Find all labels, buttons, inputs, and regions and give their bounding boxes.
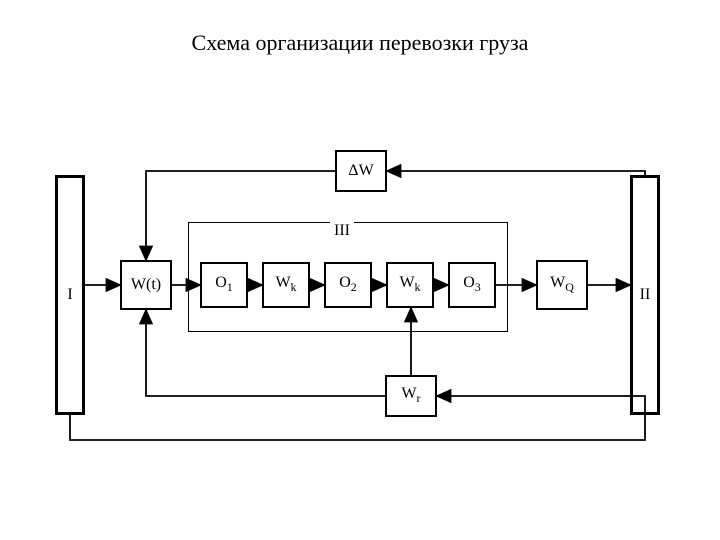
label-Wt: W(t)	[131, 276, 161, 294]
label-Wr: Wr	[401, 385, 420, 406]
block-O2: O2	[324, 262, 372, 308]
label-W1: Wk	[275, 274, 296, 295]
label-WQ: WQ	[550, 274, 574, 295]
label-O1: O1	[215, 274, 233, 295]
label-W2: Wk	[399, 274, 420, 295]
block-Wt: W(t)	[120, 260, 172, 310]
page-title: Схема организации перевозки груза	[0, 30, 720, 56]
block-I: I	[55, 175, 85, 415]
label-O3: O3	[463, 274, 481, 295]
block-W1: Wk	[262, 262, 310, 308]
container-III-label: III	[330, 222, 354, 240]
block-WQ: WQ	[536, 260, 588, 310]
block-O3: O3	[448, 262, 496, 308]
label-dW: ΔW	[348, 162, 373, 180]
label-O2: O2	[339, 274, 357, 295]
block-dW: ΔW	[335, 150, 387, 192]
label-I: I	[67, 286, 72, 304]
label-II: II	[640, 286, 651, 304]
block-W2: Wk	[386, 262, 434, 308]
block-O1: O1	[200, 262, 248, 308]
block-II: II	[630, 175, 660, 415]
block-Wr: Wr	[385, 375, 437, 417]
